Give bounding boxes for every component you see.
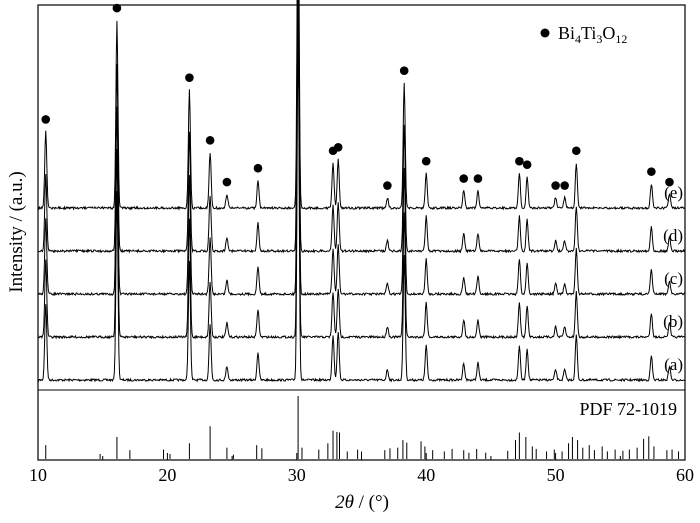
series-label: (e): [664, 183, 683, 202]
phase-marker: [551, 181, 560, 190]
x-axis-symbol: 2θ: [335, 492, 354, 513]
series-label: (b): [663, 312, 683, 331]
series-label: (a): [664, 355, 683, 374]
phase-marker: [665, 177, 674, 187]
pattern-2: [37, 0, 686, 340]
pattern-3: [37, 0, 686, 297]
phase-marker: [112, 3, 122, 13]
phase-marker: [333, 142, 343, 152]
phase-marker: [421, 156, 431, 166]
legend-part-sub: 4: [575, 32, 581, 46]
phase-marker: [253, 163, 263, 173]
phase-marker: [185, 73, 194, 82]
x-tick-label: 10: [29, 465, 47, 485]
x-tick-label: 60: [676, 465, 694, 485]
phase-marker: [399, 66, 409, 76]
phase-marker: [383, 181, 392, 190]
phase-marker: [473, 174, 483, 183]
phase-marker: [572, 146, 581, 156]
x-tick-label: 20: [158, 465, 176, 485]
legend-part-sub: 3: [596, 32, 602, 46]
phase-marker: [560, 181, 569, 190]
legend-part: Ti: [581, 23, 596, 43]
x-tick-label: 40: [417, 465, 435, 485]
pattern-4: [37, 0, 686, 254]
phase-marker: [41, 115, 51, 124]
phase-marker: [522, 160, 532, 169]
plot-frame: [37, 4, 686, 461]
x-axis-label: 2θ / (°): [335, 492, 389, 513]
pattern-5: [37, 0, 686, 211]
reference-label: PDF 72-1019: [579, 399, 677, 419]
phase-marker: [459, 174, 469, 183]
legend-part: Bi: [558, 23, 575, 43]
reference-lines: [45, 396, 680, 459]
legend-marker: [540, 28, 550, 38]
x-tick-label: 50: [547, 465, 565, 485]
phase-marker: [222, 177, 232, 187]
legend-part: O: [602, 23, 615, 43]
series-labels: (a) (b) (c) (d) (e): [663, 183, 683, 374]
y-axis-label: Intensity / (a.u.): [6, 171, 27, 292]
legend-label: Bi4Ti3O12: [558, 23, 627, 46]
legend-part-sub: 12: [615, 32, 627, 46]
pattern-curves: [37, 0, 686, 383]
phase-marker: [515, 156, 524, 166]
legend: Bi4Ti3O12: [540, 23, 627, 46]
phase-marker: [647, 167, 656, 176]
x-axis-unit: / (°): [354, 492, 389, 513]
pattern-1: [37, 32, 686, 383]
x-tick-label: 30: [288, 465, 306, 485]
series-label: (c): [664, 269, 683, 288]
phase-markers: [41, 3, 674, 190]
x-ticks: 10 20 30 40 50 60: [29, 453, 694, 485]
series-label: (d): [663, 226, 683, 245]
phase-marker: [205, 136, 215, 145]
